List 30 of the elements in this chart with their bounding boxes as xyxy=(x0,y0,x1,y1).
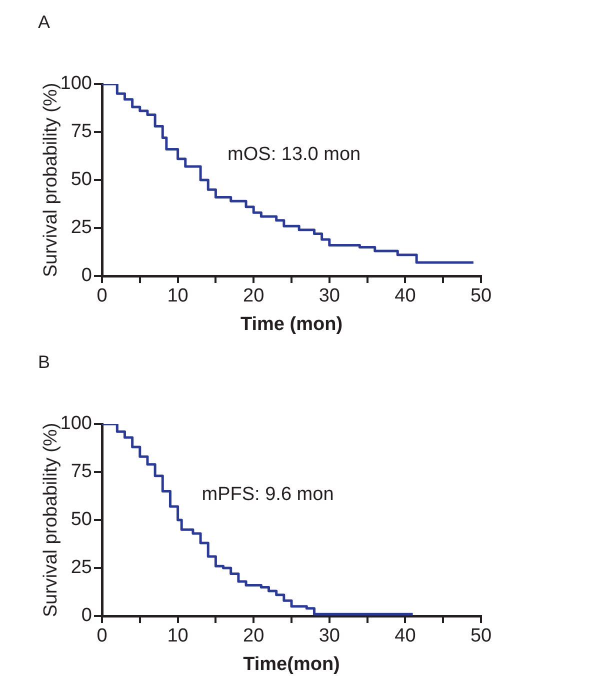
x-tick-label: 40 xyxy=(394,286,416,307)
x-axis-title: Time (mon) xyxy=(240,314,343,335)
annotation: mOS: 13.0 mon xyxy=(228,144,361,166)
annotation: mPFS: 9.6 mon xyxy=(202,484,334,506)
x-tick-label: 0 xyxy=(96,626,108,647)
x-tick-label: 50 xyxy=(470,626,492,647)
x-tick-label: 10 xyxy=(167,626,188,647)
y-tick-label: 0 xyxy=(81,605,92,626)
x-tick-label: 20 xyxy=(243,286,264,307)
y-tick-label: 25 xyxy=(70,217,92,238)
y-axis-title: Survival probability (%) xyxy=(40,82,62,278)
y-tick-label: 100 xyxy=(60,73,92,94)
y-tick-label: 75 xyxy=(70,461,92,482)
y-tick-label: 25 xyxy=(70,557,92,578)
y-tick-label: 100 xyxy=(60,413,92,434)
y-tick-label: 50 xyxy=(70,509,92,530)
x-tick-label: 30 xyxy=(318,286,340,307)
x-tick-label: 50 xyxy=(470,286,492,307)
y-tick-label: 75 xyxy=(70,121,92,142)
y-axis-title: Survival probability (%) xyxy=(40,422,62,618)
x-tick-label: 0 xyxy=(96,286,108,307)
x-axis-title: Time(mon) xyxy=(243,654,340,675)
y-tick-label: 50 xyxy=(70,169,92,190)
chart-title: A xyxy=(38,12,50,32)
x-tick-label: 10 xyxy=(167,286,188,307)
chart-title: B xyxy=(38,352,50,372)
y-tick-label: 0 xyxy=(81,265,92,286)
x-tick-label: 30 xyxy=(318,626,340,647)
x-tick-label: 40 xyxy=(394,626,416,647)
x-tick-label: 20 xyxy=(243,626,264,647)
